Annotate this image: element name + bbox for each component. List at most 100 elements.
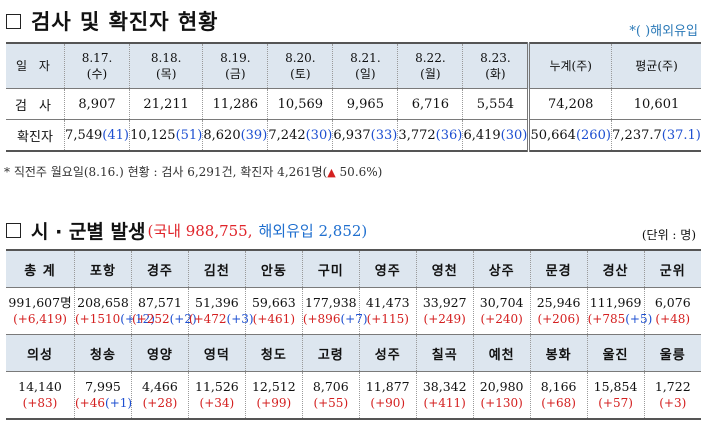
region-name: 경산 <box>586 249 645 288</box>
confirmed-value: 7,242(30) <box>267 119 333 152</box>
overseas-total: 해외유입 2,852) <box>258 221 368 240</box>
region-name: 군위 <box>643 249 701 288</box>
daily-change: (+472(+3) <box>188 312 254 326</box>
region-value: 111,969 (+785(+5) <box>586 287 653 335</box>
cumulative-count: 30,704 <box>479 295 524 310</box>
header-cell: 8.22. (월) <box>397 42 463 89</box>
confirmed-value: 6,419(30) <box>462 119 529 152</box>
daily-change: (+48) <box>655 312 691 326</box>
daily-change: (+55) <box>313 396 349 410</box>
tests-value: 21,211 <box>129 88 203 120</box>
cumulative-count: 11,877 <box>365 379 410 394</box>
daily-change: (+3) <box>659 396 687 410</box>
region-value: 41,473 (+115) <box>358 287 417 335</box>
confirmed-value: 7,549(41) <box>63 119 130 152</box>
checkbox-square-icon <box>6 222 21 238</box>
region-name: 성주 <box>358 334 417 372</box>
region-name: 영덕 <box>187 334 246 372</box>
region-value: 30,704 (+240) <box>472 287 531 335</box>
daily-change: (+68) <box>541 396 576 410</box>
region-name: 의성 <box>6 334 75 372</box>
region-value: 11,526 (+34) <box>187 371 246 420</box>
date-8-21: 8.21. (일) <box>350 51 381 81</box>
confirmed-value: 6,937(33) <box>332 119 398 152</box>
header-cell: 8.23. (화) <box>462 42 529 89</box>
region-name: 청도 <box>244 334 303 372</box>
cumulative-count: 8,706 <box>312 379 349 394</box>
confirmed-avg: 7,237.7(37.1) <box>611 119 701 152</box>
region-value: 33,927 (+249) <box>415 287 474 335</box>
daily-change: (+57) <box>598 396 633 410</box>
cumulative-count: 14,140 <box>18 379 62 394</box>
region-value: 1,722 (+3) <box>643 371 701 420</box>
cumulative-count: 208,658 <box>77 295 129 310</box>
city-county-table: 총 계 포항 경주 김천 안동 구미 영주 영천 상주 문경 경산 군위 991,607명 (+6,41… <box>6 249 701 420</box>
previous-week-footnote: * 직전주 월요일(8.16.) 현황 : 검사 6,291건, 확진자 4,2… <box>4 165 383 179</box>
daily-change: (+240) <box>480 312 523 326</box>
header-cell: 8.20. (토) <box>267 42 333 89</box>
region-name: 봉화 <box>529 334 588 372</box>
cumulative-count: 33,927 <box>422 295 467 310</box>
region-name: 안동 <box>244 249 303 288</box>
daily-change: (+90) <box>370 396 406 410</box>
region-value: 87,571 (+252(+2) <box>130 287 197 335</box>
region-name: 구미 <box>301 249 360 288</box>
date-8-18: 8.18. (목) <box>150 51 182 81</box>
region-name: 경주 <box>130 249 189 288</box>
header-cell: 8.21. (일) <box>332 42 398 89</box>
region-name: 울릉 <box>643 334 701 372</box>
region-value: 6,076 (+48) <box>643 287 701 335</box>
cumulative-count: 8,166 <box>540 379 577 394</box>
cumulative-count: 4,466 <box>142 379 178 394</box>
region-value: 208,658 (+1510(+12) <box>74 287 155 335</box>
daily-change: (+83) <box>22 396 58 410</box>
header-cell: 일 자 <box>6 42 65 89</box>
daily-change: (+6,419) <box>13 312 67 326</box>
cumulative-count: 15,854 <box>593 379 638 394</box>
region-name: 총 계 <box>6 249 75 288</box>
test-confirmed-table: 일 자 8.17. (수) 8.18. (목) 8.19. (금) 8.20. … <box>6 42 701 152</box>
region-value: 12,512 (+99) <box>244 371 303 420</box>
section1-header: 검사 및 확진자 현황 <box>0 6 219 36</box>
cumulative-count: 991,607명 <box>8 295 72 310</box>
daily-change: (+785(+5) <box>587 312 653 326</box>
daily-change: (+28) <box>142 396 178 410</box>
tests-value: 8,907 <box>63 88 130 120</box>
daily-change: (+99) <box>256 396 292 410</box>
confirmed-value: 8,620(39) <box>202 119 268 152</box>
region-value: 51,396 (+472(+3) <box>187 287 254 335</box>
region-value: 15,854 (+57) <box>586 371 645 420</box>
tests-total: 74,208 <box>527 88 612 120</box>
header-cell: 8.18. (목) <box>129 42 203 89</box>
region-value: 177,938 (+896(+7) <box>301 287 368 335</box>
daily-change: (+206) <box>537 312 580 326</box>
cumulative-count: 7,995 <box>85 379 121 394</box>
region-name: 문경 <box>529 249 588 288</box>
region-name: 포항 <box>74 249 132 288</box>
domestic-total: (국내 988,755, <box>147 221 253 240</box>
tests-value: 5,554 <box>462 88 529 120</box>
cumulative-count: 41,473 <box>365 295 410 310</box>
confirmed-total: 50,664(260) <box>527 119 612 152</box>
daily-change: (+249) <box>423 312 466 326</box>
region-value: 11,877 (+90) <box>358 371 417 420</box>
weekly-total-header: 누계(주) <box>549 59 592 73</box>
region-name: 상주 <box>472 249 531 288</box>
region-value: 20,980 (+130) <box>472 371 531 420</box>
date-8-20: 8.20. (토) <box>285 51 316 81</box>
header-cell: 8.17. (수) <box>63 42 130 89</box>
date-8-23: 8.23. (화) <box>480 51 511 81</box>
region-value: 38,342 (+411) <box>415 371 474 420</box>
tests-avg: 10,601 <box>611 88 701 120</box>
daily-change: (+130) <box>480 396 523 410</box>
cumulative-count: 38,342 <box>422 379 467 394</box>
region-name: 영양 <box>130 334 189 372</box>
region-name: 칠곡 <box>415 334 474 372</box>
overseas-note: *( )해외유입 <box>629 24 698 39</box>
region-value: 14,140 (+83) <box>6 371 75 420</box>
daily-change: (+252(+2) <box>131 312 197 326</box>
region-name: 영천 <box>415 249 474 288</box>
header-cell: 8.19. (금) <box>202 42 268 89</box>
daily-change: (+411) <box>423 396 466 410</box>
region-name: 예천 <box>472 334 531 372</box>
